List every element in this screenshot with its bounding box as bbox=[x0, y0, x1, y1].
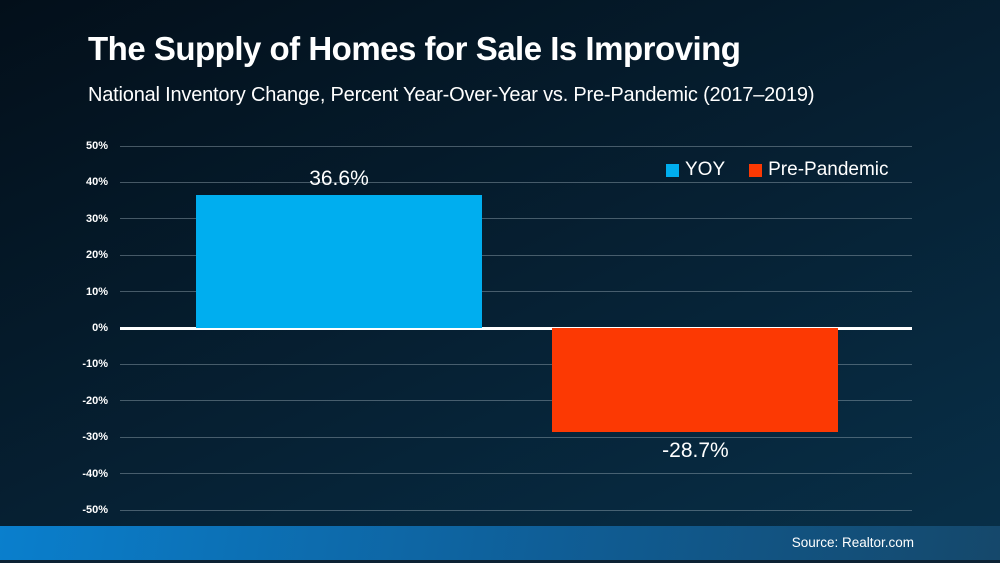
gridline bbox=[120, 509, 912, 511]
y-tick-label: 20% bbox=[85, 249, 108, 262]
gridline bbox=[120, 400, 912, 402]
legend: YOY Pre-Pandemic bbox=[666, 159, 889, 181]
yoy-legend-label: YOY bbox=[685, 159, 726, 180]
chart-subtitle: National Inventory Change, Percent Year-… bbox=[88, 84, 815, 106]
yoy-swatch-icon bbox=[666, 163, 679, 177]
y-tick-label: 40% bbox=[85, 176, 108, 189]
gridlines-layer bbox=[120, 145, 912, 511]
y-tick-label: -20% bbox=[82, 394, 108, 407]
gridline bbox=[120, 473, 912, 475]
footer-bar: Source: Realtor.com bbox=[0, 526, 1000, 560]
y-tick-label: 30% bbox=[85, 212, 108, 225]
legend-item-yoy: YOY bbox=[666, 159, 725, 181]
gridline bbox=[120, 218, 912, 220]
y-tick-label: 0% bbox=[92, 322, 108, 334]
source-credit: Source: Realtor.com bbox=[791, 535, 914, 550]
y-tick-label: -50% bbox=[82, 504, 108, 516]
pre-pandemic-swatch-icon bbox=[749, 163, 763, 177]
y-tick-label: 10% bbox=[85, 285, 108, 298]
bar-yoy bbox=[195, 194, 482, 328]
gridline bbox=[120, 145, 912, 147]
zero-axis-line bbox=[120, 326, 912, 330]
plot-area: 36.6% -28.7% YOY Pre-Pandemic bbox=[120, 145, 912, 511]
y-tick-label: -30% bbox=[82, 431, 108, 444]
bar-pre-pandemic bbox=[552, 328, 839, 433]
bars-layer: 36.6% -28.7% bbox=[120, 146, 912, 510]
bar-value-label: -28.7% bbox=[662, 439, 729, 463]
bar-value-label: 36.6% bbox=[309, 166, 369, 190]
gridline bbox=[120, 181, 912, 183]
y-tick-label: -40% bbox=[82, 467, 108, 480]
bottom-strip bbox=[0, 560, 1000, 563]
y-tick-label: -10% bbox=[82, 358, 108, 371]
y-tick-label: 50% bbox=[85, 140, 108, 152]
chart-title: The Supply of Homes for Sale Is Improvin… bbox=[88, 30, 741, 67]
gridline bbox=[120, 254, 912, 256]
pre-pandemic-legend-label: Pre-Pandemic bbox=[768, 159, 889, 180]
gridline bbox=[120, 291, 912, 293]
gridline bbox=[120, 363, 912, 365]
legend-item-pre-pandemic: Pre-Pandemic bbox=[749, 159, 889, 181]
gridline bbox=[120, 436, 912, 438]
